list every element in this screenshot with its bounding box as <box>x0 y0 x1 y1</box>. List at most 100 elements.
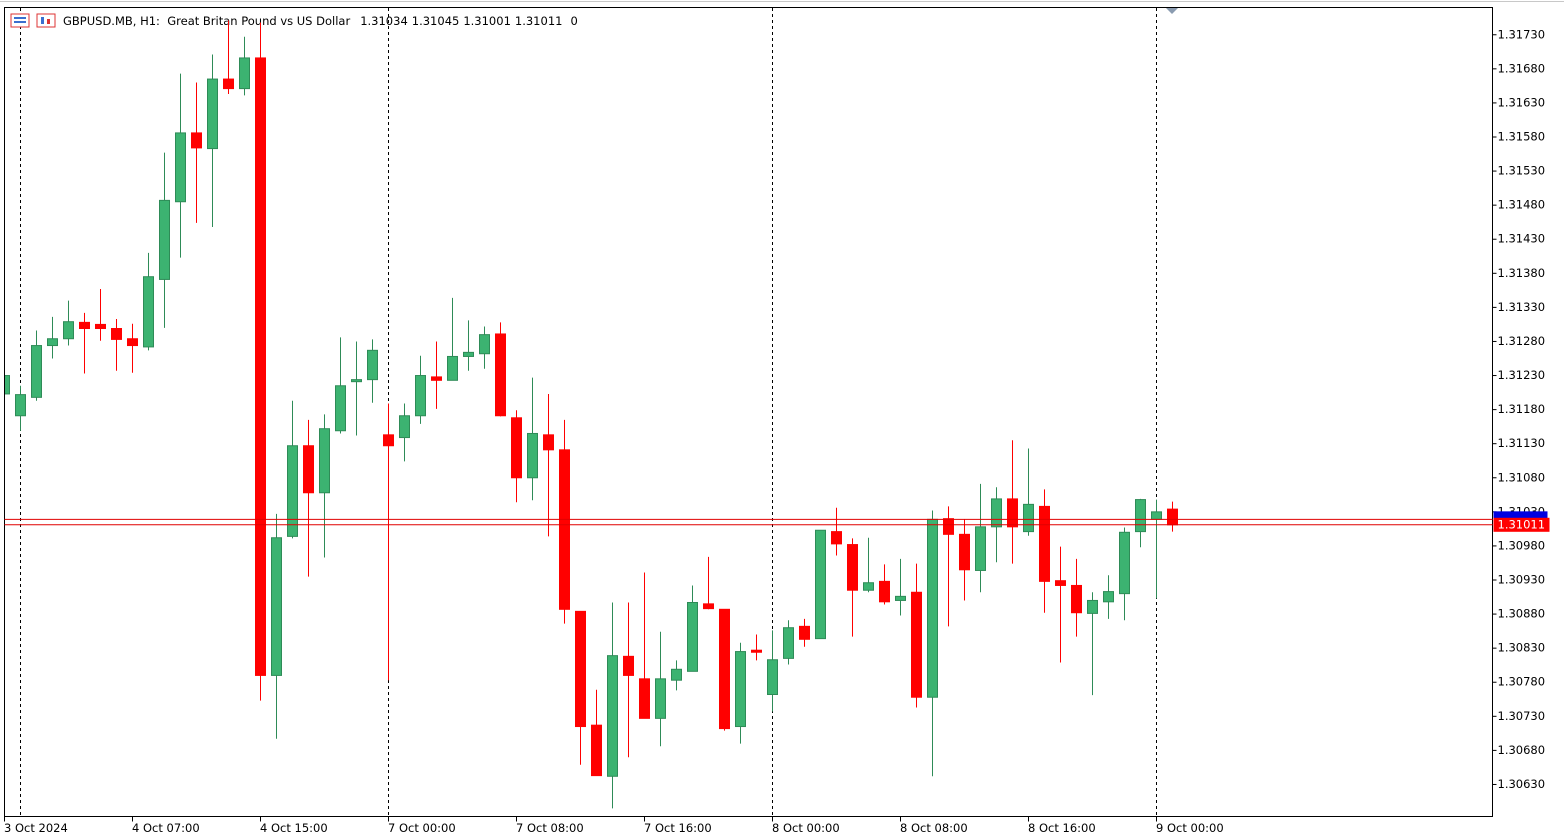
candle-body <box>879 580 890 603</box>
header-open: 1.31034 <box>360 14 408 28</box>
x-tick-label: 7 Oct 00:00 <box>388 821 456 835</box>
x-tick-label: 9 Oct 00:00 <box>1156 821 1224 835</box>
y-tick-label: 1.31430 <box>1498 232 1546 246</box>
x-tick-label: 3 Oct 2024 <box>4 821 68 835</box>
symbol-title: GBPUSD.MB, H1: Great Britan Pound vs US … <box>63 14 350 28</box>
candle-body <box>479 334 490 355</box>
candle-body <box>927 518 938 698</box>
candle-body <box>639 678 650 719</box>
candle-body <box>527 432 538 479</box>
y-tick-label: 1.30630 <box>1498 777 1546 791</box>
y-tick-label: 1.31480 <box>1498 198 1546 212</box>
candle-body <box>239 57 250 90</box>
y-tick-label: 1.30730 <box>1498 709 1546 723</box>
y-tick-label: 1.30680 <box>1498 743 1546 757</box>
candle-body <box>1055 580 1066 586</box>
candle-body <box>975 526 986 571</box>
candle-body <box>5 375 10 395</box>
candle-body <box>79 321 90 330</box>
candle-body <box>607 655 618 777</box>
candle-body <box>1167 508 1178 526</box>
candle-body <box>319 428 330 494</box>
candle-body <box>751 649 762 653</box>
x-tick-label: 4 Oct 07:00 <box>132 821 200 835</box>
candle-body <box>127 338 138 347</box>
candle-body <box>687 601 698 672</box>
chart-icon[interactable] <box>36 13 56 28</box>
bid-label-box <box>1493 517 1550 532</box>
y-tick-label: 1.31130 <box>1498 436 1546 450</box>
x-tick-label: 7 Oct 08:00 <box>516 821 584 835</box>
candle-body <box>1151 511 1162 520</box>
candle-body <box>463 351 474 357</box>
candle-body <box>1103 591 1114 603</box>
header: GBPUSD.MB, H1: Great Britan Pound vs US … <box>63 14 578 28</box>
candle-body <box>703 603 714 610</box>
y-tick-label: 1.31080 <box>1498 470 1546 484</box>
header-close: 1.31011 <box>515 14 563 28</box>
candle-body <box>447 355 458 381</box>
candle-body <box>1135 499 1146 533</box>
candle-body <box>559 449 570 610</box>
candle-body <box>1071 584 1082 614</box>
y-tick-label: 1.31730 <box>1498 27 1546 41</box>
candle-body <box>15 394 26 417</box>
candle-body <box>255 57 266 676</box>
candle-body <box>1023 503 1034 533</box>
menu-icon[interactable] <box>10 13 30 28</box>
candle-body <box>543 434 554 451</box>
shift-marker[interactable] <box>1166 8 1178 14</box>
candle-body <box>719 608 730 730</box>
candle-body <box>223 78 234 90</box>
y-tick-label: 1.30930 <box>1498 573 1546 587</box>
candle-body <box>1119 531 1130 595</box>
ask-label-box <box>1493 511 1548 520</box>
x-tick-label: 4 Oct 15:00 <box>260 821 328 835</box>
candle-body <box>735 651 746 728</box>
y-tick-label: 1.31180 <box>1498 402 1546 416</box>
candle-body <box>943 518 954 535</box>
candle-body <box>1087 599 1098 614</box>
candle-body <box>799 625 810 640</box>
candle-body <box>911 591 922 698</box>
candle-body <box>895 595 906 601</box>
candle-body <box>207 78 218 150</box>
candle-body <box>143 276 154 348</box>
candle-body <box>783 627 794 659</box>
candle-body <box>1039 505 1050 582</box>
candle-body <box>623 655 634 676</box>
header-low: 1.31001 <box>463 14 511 28</box>
candle-body <box>335 385 346 432</box>
y-tick-label: 1.31530 <box>1498 164 1546 178</box>
y-tick-label: 1.31330 <box>1498 300 1546 314</box>
candle-body <box>63 321 74 340</box>
candle-body <box>271 537 282 676</box>
candle-body <box>287 445 298 537</box>
header-icons <box>10 13 56 28</box>
y-tick-label: 1.31680 <box>1498 61 1546 75</box>
candle-body <box>863 582 874 591</box>
candle-body <box>159 199 170 280</box>
candle-body <box>383 434 394 447</box>
x-tick-label: 8 Oct 08:00 <box>900 821 968 835</box>
y-tick-label: 1.31230 <box>1498 368 1546 382</box>
candle-body <box>655 678 666 719</box>
y-tick-label: 1.30780 <box>1498 675 1546 689</box>
icon-bar <box>47 19 50 24</box>
candle-body <box>415 375 426 417</box>
y-tick-label: 1.31280 <box>1498 334 1546 348</box>
candle-body <box>399 415 410 439</box>
candle-body <box>511 417 522 479</box>
y-tick-label: 1.30980 <box>1498 538 1546 552</box>
candle-body <box>591 724 602 777</box>
bid-label: 1.31011 <box>1498 517 1546 531</box>
candle-body <box>367 349 378 381</box>
candle-body <box>175 132 186 203</box>
x-tick-label: 7 Oct 16:00 <box>644 821 712 835</box>
y-tick-label: 1.31630 <box>1498 95 1546 109</box>
icon-bar <box>41 17 44 24</box>
y-tick-label: 1.31580 <box>1498 129 1546 143</box>
plot-frame <box>4 7 1493 817</box>
y-tick-label: 1.30880 <box>1498 607 1546 621</box>
